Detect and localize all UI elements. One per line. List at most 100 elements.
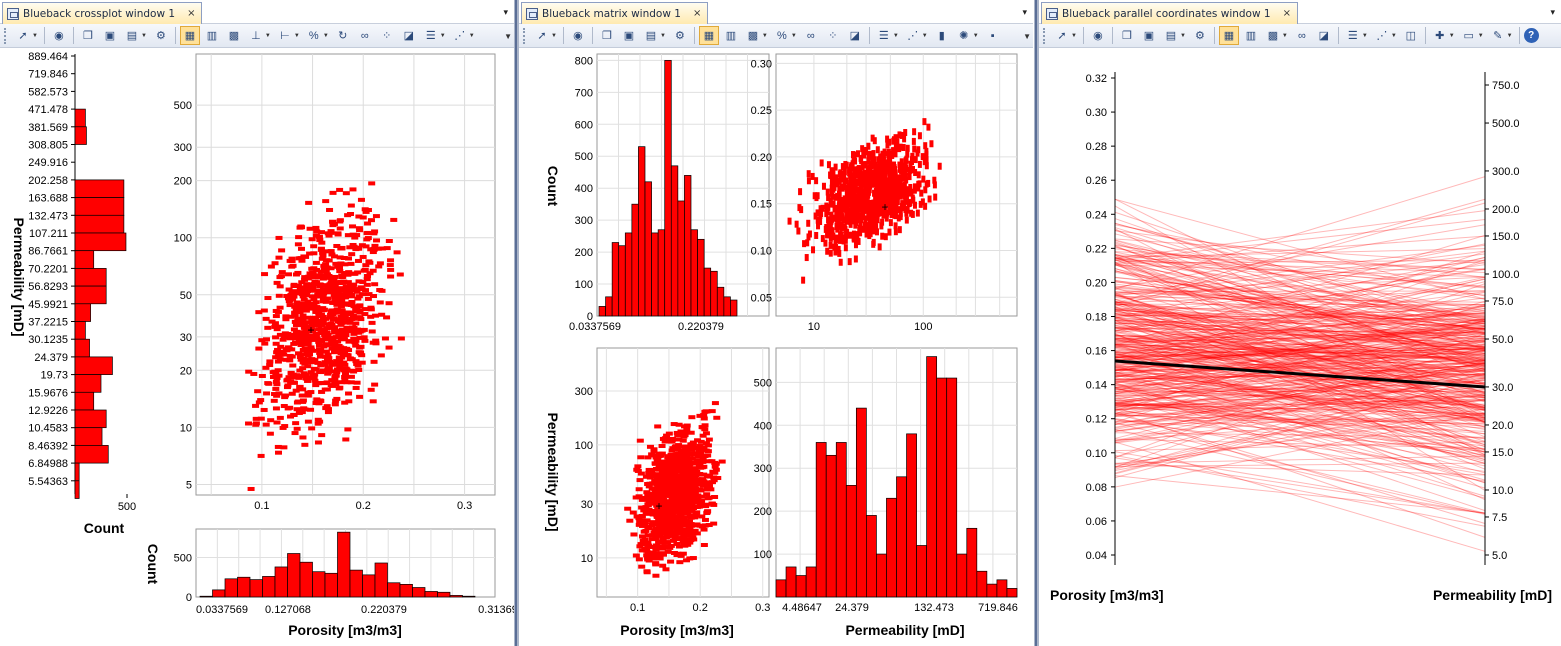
- copy-icon[interactable]: ❐: [602, 30, 612, 42]
- select-pointer-icon[interactable]: ➚: [537, 30, 547, 42]
- side-hist-tick-label: 5.54363: [28, 476, 68, 488]
- toolbar-grip[interactable]: [1043, 27, 1047, 44]
- script-icon[interactable]: ✎: [1493, 30, 1503, 42]
- close-icon[interactable]: ×: [1282, 8, 1291, 19]
- scatter-point: [280, 404, 288, 409]
- percent-icon[interactable]: %: [308, 29, 319, 42]
- export-icon[interactable]: ▤: [126, 30, 138, 42]
- window-menu-icon[interactable]: ▾: [1022, 7, 1027, 17]
- table-icon[interactable]: ▥: [1245, 30, 1257, 42]
- select-pointer-icon[interactable]: ➚: [1057, 30, 1067, 42]
- parallel-line: [1114, 317, 1486, 366]
- scatter-point: [252, 416, 260, 421]
- link-icon[interactable]: ∞: [1297, 29, 1306, 42]
- scatter-point: [312, 260, 320, 265]
- parallel-line: [1114, 373, 1486, 380]
- scatter-icon[interactable]: ⁘: [382, 30, 392, 42]
- layout-icon[interactable]: ▩: [1267, 30, 1279, 42]
- scatter-point: [272, 406, 280, 411]
- view-eye-icon[interactable]: ◉: [573, 30, 583, 42]
- scatter-point: [806, 170, 811, 178]
- scatter-icon[interactable]: ⁘: [828, 30, 838, 42]
- pane-splitter[interactable]: [514, 0, 519, 646]
- scatter-point: [319, 276, 327, 281]
- link-icon[interactable]: ∞: [806, 29, 815, 42]
- axis-left-icon[interactable]: ⊢: [280, 30, 290, 42]
- settings-icon[interactable]: ⚙: [1194, 30, 1205, 42]
- view-eye-icon[interactable]: ◉: [1093, 30, 1103, 42]
- filter-icon[interactable]: ⋰: [907, 30, 919, 42]
- settings-icon[interactable]: ⚙: [155, 30, 166, 42]
- help-icon[interactable]: ?: [1523, 28, 1539, 43]
- toolbar-grip[interactable]: [4, 27, 8, 44]
- layout-icon[interactable]: ▩: [747, 30, 759, 42]
- crossplot-window-tab[interactable]: Blueback crossplot window 1 ×: [2, 2, 203, 24]
- fit-icon[interactable]: ◪: [1318, 30, 1330, 42]
- window-menu-icon[interactable]: ▾: [1550, 7, 1555, 17]
- refresh-icon[interactable]: ↻: [338, 30, 348, 42]
- close-icon[interactable]: ×: [692, 8, 702, 19]
- scatter-point: [688, 488, 696, 493]
- palette-icon[interactable]: ◫: [1405, 30, 1416, 42]
- filter-icon[interactable]: ⋰: [454, 30, 466, 42]
- toolbar-grip[interactable]: [523, 27, 527, 44]
- scatter-point: [677, 450, 685, 455]
- link-icon[interactable]: ∞: [360, 29, 369, 42]
- scatter-point: [696, 454, 704, 459]
- options-icon[interactable]: ☰: [425, 30, 436, 42]
- filter-icon[interactable]: ⋰: [1376, 30, 1388, 42]
- axis-bottom-icon[interactable]: ⊥: [251, 30, 261, 42]
- grid-toggle-icon[interactable]: ▦: [698, 26, 719, 45]
- view-eye-icon[interactable]: ◉: [54, 30, 64, 42]
- options-icon[interactable]: ☰: [878, 30, 889, 42]
- options-icon[interactable]: ☰: [1347, 30, 1358, 42]
- paste-icon[interactable]: ▣: [1143, 30, 1155, 42]
- export-icon[interactable]: ▤: [645, 30, 657, 42]
- scatter-point: [363, 277, 371, 282]
- select-pointer-icon[interactable]: ➚: [18, 30, 28, 42]
- parallel-window-tab[interactable]: Blueback parallel coordinates window 1 ×: [1041, 2, 1298, 24]
- parallel-line: [1114, 344, 1486, 458]
- scatter-point: [271, 392, 279, 397]
- brush-icon[interactable]: ▮: [938, 30, 945, 42]
- parallel-line: [1114, 355, 1486, 445]
- settings-icon[interactable]: ⚙: [674, 30, 685, 42]
- grid-toggle-icon[interactable]: ▦: [1218, 26, 1239, 45]
- paste-icon[interactable]: ▣: [623, 30, 635, 42]
- export-icon[interactable]: ▤: [1165, 30, 1177, 42]
- pane-splitter[interactable]: [1034, 0, 1039, 646]
- crossplot-canvas[interactable]: 889.464719.846582.573471.478381.569308.8…: [0, 48, 514, 646]
- add-axis-icon[interactable]: ✚: [1435, 30, 1445, 42]
- parallel-line: [1114, 305, 1486, 395]
- toolbar-overflow-icon[interactable]: ▼: [504, 32, 512, 41]
- window-menu-icon[interactable]: ▾: [503, 7, 508, 17]
- fit-icon[interactable]: ◪: [849, 30, 861, 42]
- matrix-window-tab[interactable]: Blueback matrix window 1 ×: [521, 2, 709, 24]
- copy-icon[interactable]: ❐: [1122, 30, 1132, 42]
- scatter-point: [638, 514, 646, 519]
- percent-icon[interactable]: %: [776, 29, 787, 42]
- table-icon[interactable]: ▥: [725, 30, 737, 42]
- scatter-point: [650, 447, 658, 452]
- remove-axis-icon[interactable]: ▭: [1463, 30, 1474, 42]
- porosity-tick-label: 0.26: [1086, 175, 1107, 187]
- colormap-icon[interactable]: ✺: [959, 30, 969, 42]
- scatter-point: [683, 430, 691, 435]
- grid-toggle-icon[interactable]: ▦: [179, 26, 200, 45]
- fit-icon[interactable]: ◪: [403, 30, 414, 42]
- scatter-point: [336, 358, 344, 363]
- scatter-point: [909, 209, 914, 217]
- close-icon[interactable]: ×: [187, 8, 196, 19]
- scatter-point: [874, 202, 879, 210]
- scatter-point: [338, 299, 346, 304]
- toolbar-overflow-icon[interactable]: ▼: [1023, 32, 1031, 41]
- parallel-line: [1114, 261, 1486, 363]
- parallel-canvas[interactable]: 0.320.300.280.260.240.220.200.180.160.14…: [1039, 48, 1561, 646]
- table-icon[interactable]: ▥: [206, 30, 218, 42]
- layout-icon[interactable]: ▩: [228, 30, 240, 42]
- parallel-line: [1114, 334, 1486, 392]
- scatter-point: [664, 475, 672, 480]
- paste-icon[interactable]: ▣: [104, 30, 116, 42]
- copy-icon[interactable]: ❐: [83, 30, 93, 42]
